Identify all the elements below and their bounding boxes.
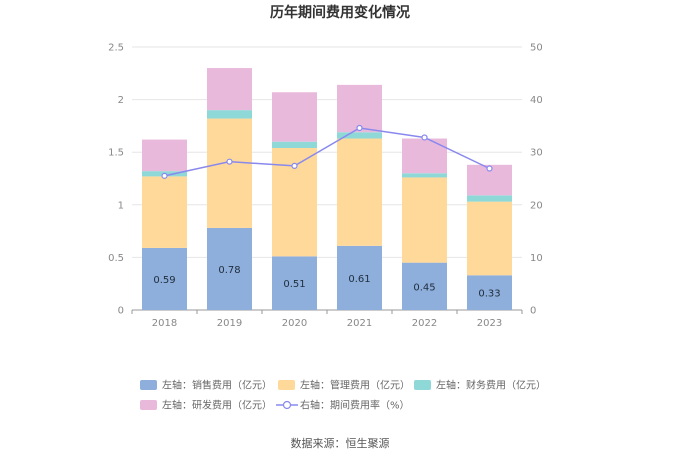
chart-title: 历年期间费用变化情况 (270, 4, 410, 21)
line-series (161, 124, 493, 179)
legend-item[interactable]: 左轴：管理费用（亿元） (278, 379, 410, 392)
axes: 0 0 0.5 10 1 20 1.5 30 2 40 2.5 50 2018 2019 2020 2021 2… (108, 43, 543, 330)
legend-label: 左轴：销售费用（亿元） (162, 379, 272, 392)
bar-labels: 0.59 0.78 0.51 0.61 0.45 0.33 (153, 265, 500, 300)
left-tick-label: 0.5 (108, 253, 124, 264)
line-point[interactable] (356, 124, 363, 132)
bars (142, 68, 512, 310)
bar-value-label: 0.51 (283, 279, 305, 290)
legend-item[interactable]: 右轴：期间费用率（%） (276, 399, 410, 412)
line-point[interactable] (161, 172, 168, 179)
bar-segment[interactable] (272, 141, 317, 148)
left-tick-label: 1.5 (108, 148, 124, 159)
bar-segment[interactable] (467, 201, 512, 276)
bar-value-label: 0.61 (348, 274, 370, 285)
line-point[interactable] (226, 158, 233, 165)
right-tick-label: 50 (530, 43, 543, 54)
bar-segment[interactable] (142, 247, 187, 310)
x-tick-label: 2023 (477, 318, 502, 329)
line-point[interactable] (486, 165, 493, 172)
bar-segment[interactable] (467, 195, 512, 202)
x-tick-label: 2019 (217, 318, 242, 329)
bar-segment[interactable] (142, 176, 187, 248)
bar-segment[interactable] (402, 262, 447, 310)
bar-segment[interactable] (272, 256, 317, 310)
legend[interactable]: 左轴：销售费用（亿元） 左轴：管理费用（亿元） 左轴：财务费用（亿元） 左轴：研发费用… (140, 379, 546, 412)
legend-swatch (278, 380, 295, 390)
gridlines (132, 46, 522, 258)
x-tick-label: 2022 (412, 318, 437, 329)
bar-value-label: 0.78 (218, 265, 240, 276)
bar-segment[interactable] (207, 110, 252, 119)
line-point[interactable] (291, 162, 298, 169)
bar-segment[interactable] (402, 177, 447, 263)
legend-swatch (140, 380, 157, 390)
bar-segment[interactable] (207, 227, 252, 310)
legend-label: 左轴：研发费用（亿元） (162, 399, 272, 412)
bar-value-label: 0.59 (153, 275, 175, 286)
data-source: 数据来源：恒生聚源 (291, 436, 390, 450)
right-tick-label: 40 (530, 95, 543, 106)
left-tick-label: 0 (118, 306, 124, 317)
legend-label: 左轴：财务费用（亿元） (436, 379, 546, 392)
legend-item[interactable]: 左轴：研发费用（亿元） (140, 399, 272, 412)
x-tick-label: 2021 (347, 318, 372, 329)
right-tick-label: 30 (530, 148, 543, 159)
bar-segment[interactable] (337, 84, 382, 133)
legend-swatch (140, 400, 157, 410)
legend-label: 右轴：期间费用率（%） (300, 399, 410, 412)
left-tick-label: 1 (118, 200, 124, 211)
bar-segment[interactable] (337, 132, 382, 139)
bar-segment[interactable] (402, 173, 447, 178)
right-tick-label: 20 (530, 200, 543, 211)
legend-label: 左轴：管理费用（亿元） (300, 379, 410, 392)
bar-segment[interactable] (402, 138, 447, 174)
bar-segment[interactable] (142, 139, 187, 172)
bar-segment[interactable] (272, 92, 317, 142)
line-point[interactable] (421, 134, 428, 141)
x-tick-label: 2020 (282, 318, 307, 329)
x-tick-label: 2018 (152, 318, 177, 329)
bar-segment[interactable] (207, 118, 252, 228)
right-tick-label: 0 (530, 306, 536, 317)
bar-value-label: 0.45 (413, 282, 435, 293)
legend-item[interactable]: 左轴：销售费用（亿元） (140, 379, 272, 392)
left-tick-label: 2 (118, 95, 124, 106)
line-path (164, 127, 490, 177)
bar-value-label: 0.33 (478, 289, 500, 300)
bar-segment[interactable] (337, 138, 382, 246)
left-tick-label: 2.5 (108, 43, 124, 54)
legend-item[interactable]: 左轴：财务费用（亿元） (414, 379, 546, 392)
legend-marker (282, 400, 292, 410)
bar-segment[interactable] (207, 68, 252, 111)
right-tick-label: 10 (530, 253, 543, 264)
bar-segment[interactable] (337, 245, 382, 310)
bar-segment[interactable] (467, 275, 512, 310)
legend-swatch (414, 380, 431, 390)
